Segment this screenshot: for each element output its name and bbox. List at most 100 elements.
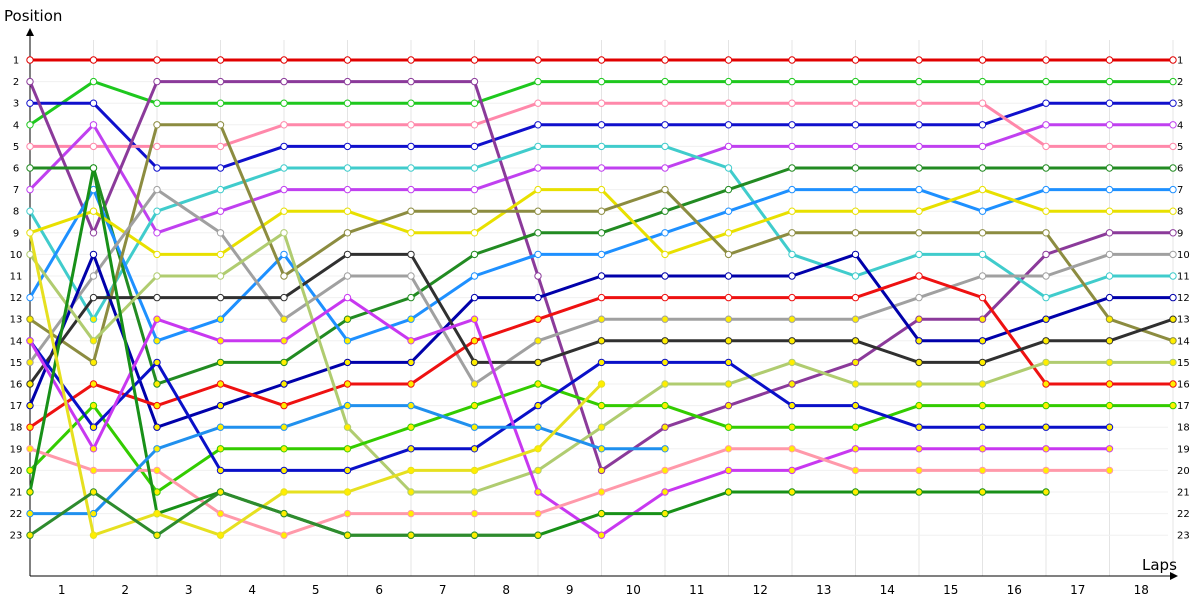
- y-tick-label: 6: [13, 164, 19, 175]
- x-axis-title: Laps: [1142, 556, 1177, 574]
- data-point: [280, 207, 288, 215]
- data-point: [1105, 56, 1114, 64]
- data-point: [661, 337, 669, 345]
- data-point: [280, 99, 288, 107]
- data-point: [407, 380, 415, 388]
- data-point: [1042, 315, 1050, 323]
- data-point: [534, 466, 542, 475]
- data-point: [661, 423, 669, 431]
- data-point: [1105, 423, 1114, 431]
- data-point: [1105, 207, 1114, 215]
- data-point: [851, 358, 860, 367]
- data-point: [89, 337, 98, 345]
- data-point: [26, 121, 34, 129]
- data-point: [597, 293, 606, 302]
- y-tick-label-right: 19: [1177, 444, 1190, 455]
- data-point: [470, 315, 479, 323]
- data-point: [1105, 121, 1114, 129]
- data-point: [788, 229, 796, 237]
- y-tick-label-right: 23: [1177, 531, 1190, 542]
- x-tick-label: 4: [248, 583, 256, 597]
- data-point: [280, 509, 288, 518]
- data-point: [153, 121, 161, 129]
- x-tick-label: 6: [375, 583, 383, 597]
- data-point: [851, 315, 860, 323]
- data-point: [915, 423, 923, 431]
- data-point: [978, 56, 987, 64]
- data-point: [470, 380, 479, 388]
- y-tick-label-right: 15: [1177, 358, 1190, 369]
- data-point: [407, 509, 415, 518]
- data-point: [788, 99, 796, 107]
- data-point: [89, 272, 98, 280]
- data-point: [407, 272, 415, 280]
- series-6: [26, 77, 1177, 475]
- y-tick-label: 5: [13, 142, 19, 153]
- data-point: [343, 185, 352, 194]
- series-2: [26, 77, 1177, 129]
- data-point: [470, 466, 479, 475]
- y-tick-label-right: 18: [1177, 423, 1190, 434]
- x-tick-label: 11: [689, 583, 704, 597]
- data-point: [661, 445, 669, 453]
- y-tick-label: 16: [10, 380, 23, 391]
- data-point: [216, 185, 225, 194]
- data-point: [470, 250, 479, 259]
- data-point: [978, 337, 987, 345]
- data-point: [788, 250, 796, 259]
- data-point: [1169, 56, 1177, 64]
- data-point: [661, 380, 669, 388]
- data-point: [978, 121, 987, 129]
- y-tick-label-right: 7: [1177, 185, 1183, 196]
- data-point: [978, 164, 987, 172]
- data-point: [1105, 401, 1114, 410]
- data-point: [153, 99, 161, 107]
- data-point: [788, 401, 796, 410]
- data-point: [851, 99, 860, 107]
- y-tick-label: 23: [10, 531, 23, 542]
- x-tick-label: 18: [1134, 583, 1149, 597]
- data-point: [1105, 337, 1114, 345]
- data-point: [915, 77, 923, 86]
- y-tick-label-right: 13: [1177, 315, 1190, 326]
- series-23: [26, 229, 606, 539]
- data-point: [407, 185, 415, 194]
- data-point: [597, 358, 606, 367]
- data-point: [216, 272, 225, 280]
- data-point: [153, 445, 161, 453]
- series-10: [26, 185, 1177, 259]
- data-point: [915, 401, 923, 410]
- data-point: [661, 293, 669, 302]
- data-point: [915, 185, 923, 194]
- data-point: [915, 164, 923, 172]
- data-point: [978, 229, 987, 237]
- data-point: [1169, 142, 1177, 151]
- data-point: [661, 229, 669, 237]
- data-point: [788, 445, 796, 453]
- data-point: [89, 293, 98, 302]
- data-point: [1042, 445, 1050, 453]
- data-point: [89, 423, 98, 431]
- data-point: [1169, 315, 1177, 323]
- data-point: [1169, 207, 1177, 215]
- data-point: [89, 509, 98, 518]
- data-point: [534, 56, 542, 64]
- data-point: [216, 337, 225, 345]
- data-point: [470, 337, 479, 345]
- data-point: [1042, 207, 1050, 215]
- data-point: [978, 272, 987, 280]
- data-point: [1042, 401, 1050, 410]
- data-point: [788, 337, 796, 345]
- data-point: [661, 207, 669, 215]
- y-tick-label: 7: [13, 185, 19, 196]
- series-14: [26, 272, 1177, 431]
- series-16: [26, 229, 1177, 496]
- data-point: [407, 337, 415, 345]
- data-point: [1105, 293, 1114, 302]
- data-point: [470, 488, 479, 496]
- data-point: [1042, 380, 1050, 388]
- data-point: [597, 315, 606, 323]
- data-point: [724, 185, 733, 194]
- y-tick-label-right: 12: [1177, 293, 1190, 304]
- data-point: [216, 401, 225, 410]
